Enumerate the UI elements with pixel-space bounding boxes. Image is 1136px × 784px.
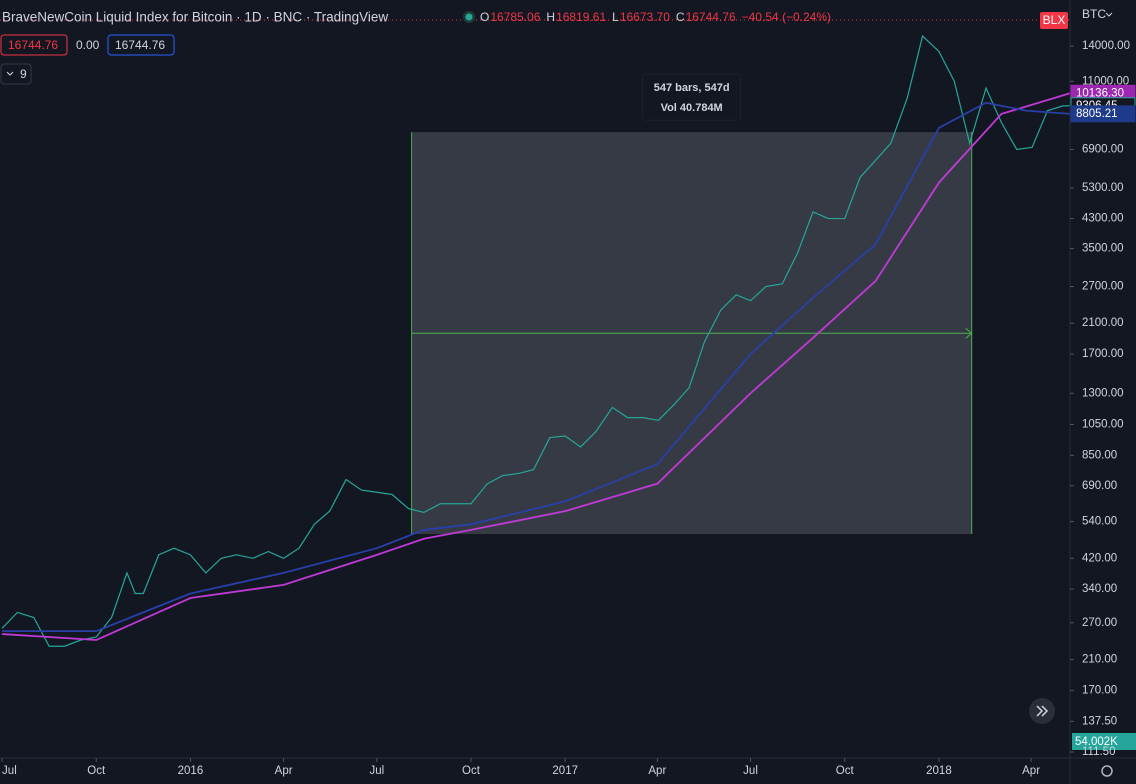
y-tick-label: 137.50 xyxy=(1082,715,1117,727)
scroll-icon xyxy=(1036,705,1049,717)
chevron-icon xyxy=(1105,12,1113,17)
indicator-count[interactable]: 9 xyxy=(20,67,27,81)
y-tick-label: 1700.00 xyxy=(1082,348,1124,360)
x-tick-label: 2018 xyxy=(926,765,952,777)
y-tick-label: 170.00 xyxy=(1082,684,1117,696)
y-tick-label: 2100.00 xyxy=(1082,317,1124,329)
ohlc-legend: O 16785.06 H 16819.61 L 16673.70 C 16744.76 −40.… xyxy=(480,10,831,24)
x-tick-label: Jul xyxy=(743,765,758,777)
x-tick-label: Apr xyxy=(648,765,666,777)
y-tick-label: 5300.00 xyxy=(1082,182,1124,194)
x-tick-label: Jul xyxy=(369,765,384,777)
y-tick-label: 270.00 xyxy=(1082,617,1117,629)
y-tick-label: 111.50 xyxy=(1082,746,1115,758)
ohlc-value: 16744.76 xyxy=(686,10,736,24)
series-line xyxy=(1,34,1071,647)
y-tick-label: 6900.00 xyxy=(1082,144,1124,156)
price-box xyxy=(107,34,175,56)
x-tick-label: 2016 xyxy=(178,765,204,777)
x-tick-label: Oct xyxy=(462,765,481,777)
axis-price-label xyxy=(1070,105,1136,123)
chevron-icon xyxy=(6,71,14,76)
y-tick-label: 420.00 xyxy=(1082,552,1117,564)
x-tick-label: Jul xyxy=(2,765,17,777)
y-tick-label: 1300.00 xyxy=(1082,387,1124,399)
y-tick-label: 2700.00 xyxy=(1082,281,1124,293)
settings-icon[interactable] xyxy=(1101,765,1113,777)
measure-tooltip xyxy=(642,73,742,121)
x-tick-label: Oct xyxy=(836,765,855,777)
axis-price-text: 8805.21 xyxy=(1076,108,1118,120)
y-tick-label: 210.00 xyxy=(1082,654,1117,666)
volume-badge-text: 54.002K xyxy=(1075,736,1118,748)
measure-bars: 547 bars, 547d xyxy=(654,82,730,94)
ohlc-key: H xyxy=(546,10,555,24)
y-tick-label: 1050.00 xyxy=(1082,418,1124,430)
volume-badge xyxy=(1072,733,1136,750)
indicator-toggle[interactable] xyxy=(0,63,32,85)
price-box xyxy=(0,34,68,56)
symbol-badge xyxy=(1040,12,1068,29)
x-tick-label: Oct xyxy=(87,765,106,777)
measure-arrowhead xyxy=(965,327,973,339)
y-tick-label: 3500.00 xyxy=(1082,243,1124,255)
ohlc-key: L xyxy=(612,10,619,24)
price-box-text: 16744.76 xyxy=(8,38,58,52)
symbol-badge-text: BLX xyxy=(1043,13,1066,27)
plot: 547 bars, 547d Vol 40.784M xyxy=(0,19,1071,647)
y-tick-label: 4300.00 xyxy=(1082,213,1124,225)
price-box-text: 16744.76 xyxy=(115,38,165,52)
y-tick-label: 340.00 xyxy=(1082,583,1117,595)
status-dot xyxy=(465,13,473,21)
currency-label[interactable]: BTC xyxy=(1082,7,1106,21)
axis-price-text: 10136.30 xyxy=(1076,87,1124,99)
ohlc-key: C xyxy=(676,10,685,24)
chart-title: BraveNewCoin Liquid Index for Bitcoin · … xyxy=(2,10,388,25)
ohlc-value: 16819.61 xyxy=(556,10,606,24)
price-box-text: 0.00 xyxy=(76,38,100,52)
y-tick-label: 540.00 xyxy=(1082,516,1117,528)
x-tick-label: Apr xyxy=(275,765,293,777)
y-tick-label: 850.00 xyxy=(1082,449,1117,461)
ohlc-change: −40.54 (−0.24%) xyxy=(742,10,831,24)
y-tick-label: 11000.00 xyxy=(1082,75,1129,87)
series-line xyxy=(1,92,1071,641)
x-tick-label: Apr xyxy=(1022,765,1040,777)
ohlc-key: O xyxy=(480,10,489,24)
y-tick-label: 14000.00 xyxy=(1082,40,1130,52)
measure-volume: Vol 40.784M xyxy=(661,102,723,114)
ohlc-value: 16785.06 xyxy=(490,10,540,24)
series-line xyxy=(2,101,1071,633)
x-tick-label: 2017 xyxy=(552,765,578,777)
ohlc-value: 16673.70 xyxy=(620,10,670,24)
y-tick-label: 690.00 xyxy=(1082,480,1117,492)
